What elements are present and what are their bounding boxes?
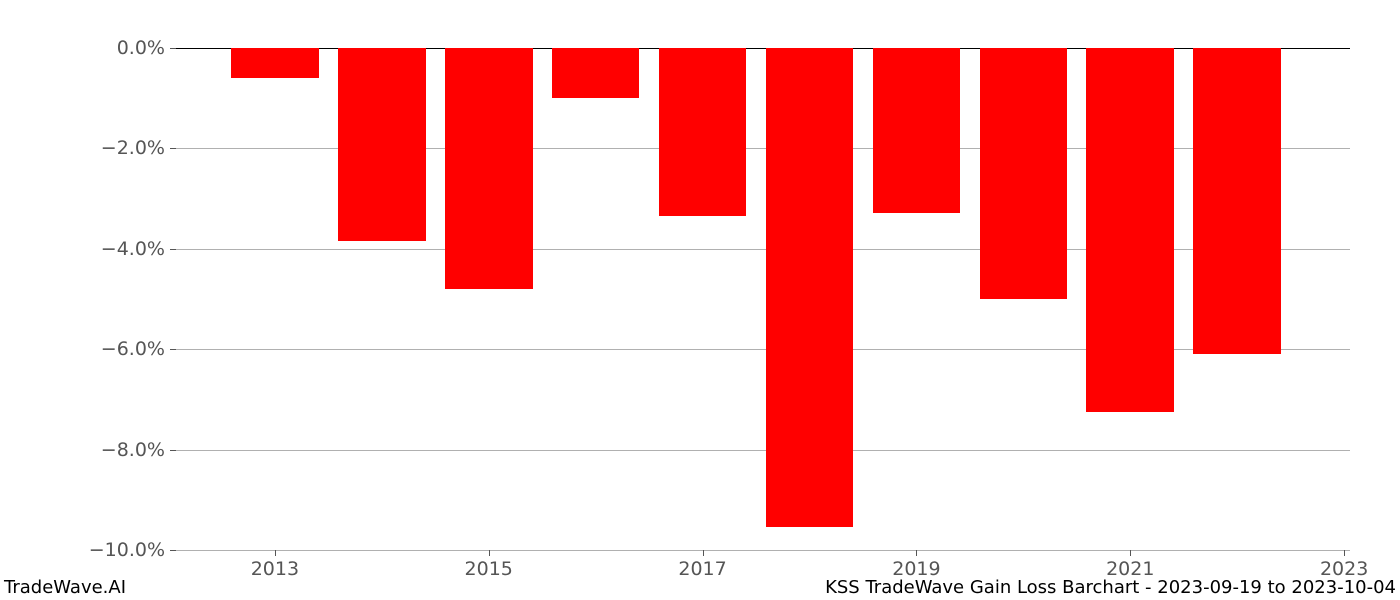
bar [659, 48, 747, 216]
plot-area [175, 30, 1350, 550]
footer-right-text: KSS TradeWave Gain Loss Barchart - 2023-… [825, 577, 1396, 598]
x-tick-label: 2015 [465, 558, 513, 580]
footer-left-text: TradeWave.AI [4, 577, 126, 598]
x-tick-mark [275, 550, 276, 556]
x-tick-mark [916, 550, 917, 556]
x-tick-label: 2017 [678, 558, 726, 580]
y-tick-label: −2.0% [101, 137, 165, 159]
bar [231, 48, 319, 78]
x-tick-mark [489, 550, 490, 556]
x-tick-mark [1130, 550, 1131, 556]
y-tick-label: −8.0% [101, 439, 165, 461]
y-tick-label: −10.0% [89, 539, 165, 561]
x-tick-label: 2019 [892, 558, 940, 580]
y-tick-label: −4.0% [101, 238, 165, 260]
y-tick-mark [170, 148, 176, 149]
bar [1086, 48, 1174, 412]
grid-line [175, 550, 1350, 551]
bar [873, 48, 961, 214]
y-tick-mark [170, 550, 176, 551]
y-tick-label: 0.0% [117, 37, 165, 59]
y-tick-mark [170, 349, 176, 350]
y-tick-mark [170, 450, 176, 451]
bar [445, 48, 533, 289]
x-tick-label: 2021 [1106, 558, 1154, 580]
x-tick-label: 2013 [251, 558, 299, 580]
x-tick-mark [703, 550, 704, 556]
grid-line [175, 450, 1350, 451]
bar [766, 48, 854, 528]
bar [980, 48, 1068, 299]
bar [552, 48, 640, 98]
bar [338, 48, 426, 241]
x-tick-mark [1344, 550, 1345, 556]
y-tick-label: −6.0% [101, 338, 165, 360]
y-tick-mark [170, 48, 176, 49]
y-tick-mark [170, 249, 176, 250]
x-tick-label: 2023 [1320, 558, 1368, 580]
bar [1193, 48, 1281, 354]
